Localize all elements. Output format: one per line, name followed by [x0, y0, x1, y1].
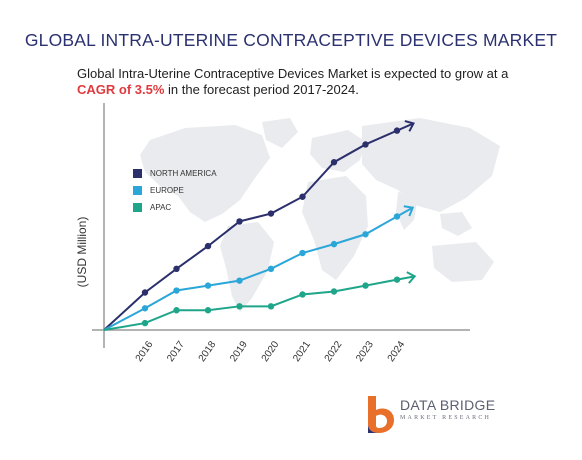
data-point-apac-2020: [267, 303, 275, 310]
data-point-north-america-2020: [267, 210, 275, 217]
north-america-shape: [140, 125, 270, 222]
greenland-shape: [262, 118, 298, 148]
africa-shape: [302, 176, 368, 280]
data-point-apac-2022: [330, 288, 338, 295]
series-apac: [103, 271, 417, 331]
series-north-america: [103, 120, 415, 331]
data-point-europe-2024: [393, 213, 401, 220]
series-arrowhead-europe: [403, 205, 415, 217]
data-point-north-america-2016: [141, 289, 149, 296]
series-arrowhead-apac: [406, 271, 417, 284]
data-point-north-america-2017: [173, 265, 180, 273]
legend-item-apac: APAC: [133, 199, 217, 216]
legend-swatch-europe: [133, 186, 142, 195]
data-point-north-america-2018: [204, 242, 212, 250]
legend-label-north-america: NORTH AMERICA: [150, 169, 217, 178]
legend-swatch-apac: [133, 203, 142, 212]
data-point-apac-2019: [236, 303, 243, 310]
asia-shape: [362, 118, 500, 212]
logo-tagline: MARKET RESEARCH: [400, 415, 492, 421]
data-point-north-america-2021: [299, 193, 306, 200]
legend-item-north-america: NORTH AMERICA: [133, 165, 217, 182]
axes: [92, 103, 470, 348]
data-point-europe-2016: [141, 305, 149, 312]
series-line-europe: [103, 215, 398, 331]
x-tick-label-2022: 2022: [323, 339, 345, 364]
series-line-apac: [103, 278, 398, 331]
legend: NORTH AMERICA EUROPE APAC: [133, 165, 217, 216]
data-point-apac-2024: [393, 276, 401, 283]
series-layer: [103, 120, 417, 331]
data-point-north-america-2019: [236, 218, 243, 225]
data-bridge-logo: DATA BRIDGE MARKET RESEARCH: [362, 394, 496, 434]
x-tick-label-2021: 2021: [291, 339, 313, 364]
south-america-shape: [220, 222, 274, 312]
southeast-asia-shape: [440, 212, 472, 236]
series-line-north-america: [103, 129, 398, 331]
europe-shape: [310, 130, 366, 172]
legend-swatch-north-america: [133, 169, 142, 178]
x-tick-label-2024: 2024: [386, 339, 408, 364]
data-point-apac-2021: [299, 291, 306, 298]
data-point-europe-2021: [299, 249, 306, 257]
data-point-europe-2018: [204, 282, 212, 289]
x-tick-label-2017: 2017: [165, 339, 187, 364]
data-point-apac-2018: [204, 307, 212, 314]
chart-subtitle: Global Intra-Uterine Contraceptive Devic…: [77, 66, 547, 98]
chart-title: GLOBAL INTRA-UTERINE CONTRACEPTIVE DEVIC…: [24, 30, 558, 50]
data-point-europe-2020: [267, 265, 275, 273]
world-map-background: [140, 118, 500, 312]
logo-mark-icon: [368, 396, 394, 433]
data-point-europe-2022: [330, 240, 338, 248]
y-axis-label: (USD Million): [75, 216, 89, 288]
series-europe: [103, 205, 415, 331]
x-tick-label-2019: 2019: [228, 339, 250, 364]
australia-shape: [432, 242, 494, 282]
logo-name: DATA BRIDGE: [400, 397, 496, 413]
data-point-north-america-2023: [362, 141, 369, 148]
data-point-europe-2017: [173, 287, 180, 294]
cagr-highlight: CAGR of 3.5%: [77, 82, 165, 97]
data-point-apac-2017: [173, 307, 180, 314]
legend-label-europe: EUROPE: [150, 186, 184, 195]
x-tick-label-2018: 2018: [197, 339, 219, 364]
x-tick-labels: 2016 2017 2018 2019 2020 2021 2022 2023 2024: [134, 339, 408, 364]
data-point-north-america-2022: [330, 159, 338, 166]
series-arrowhead-north-america: [404, 120, 415, 132]
data-point-north-america-2024: [393, 127, 401, 134]
subtitle-text-end: in the forecast period 2017-2024.: [164, 82, 359, 97]
data-point-europe-2023: [362, 231, 369, 238]
subtitle-text-start: Global Intra-Uterine Contraceptive Devic…: [77, 66, 509, 81]
x-tick-label-2016: 2016: [134, 339, 156, 364]
x-tick-label-2023: 2023: [354, 339, 376, 364]
data-point-apac-2023: [362, 282, 369, 289]
x-tick-label-2020: 2020: [260, 339, 282, 364]
legend-label-apac: APAC: [150, 203, 172, 212]
legend-item-europe: EUROPE: [133, 182, 217, 199]
data-point-europe-2019: [236, 277, 243, 284]
data-point-apac-2016: [141, 319, 149, 327]
